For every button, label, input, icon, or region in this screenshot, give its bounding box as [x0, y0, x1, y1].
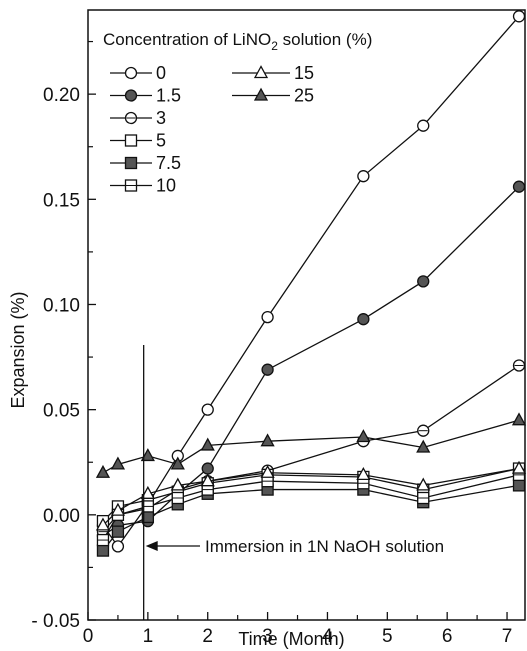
legend: Concentration of LiNO2 solution (%) 0 1.53… — [103, 30, 372, 196]
legend-item-5: 5 — [110, 131, 166, 151]
legend-title-subscript: 2 — [271, 39, 278, 53]
x-tick-label: 6 — [442, 626, 453, 647]
legend-title: Concentration of LiNO2 solution (%) — [103, 30, 372, 53]
series-line — [102, 186, 520, 537]
data-point — [200, 473, 215, 487]
series-layer — [95, 10, 527, 557]
y-tick-label: 0.05 — [43, 401, 80, 422]
y-tick-label: 0.00 — [43, 506, 80, 527]
data-point — [416, 477, 431, 491]
data-point — [140, 485, 155, 499]
legend-marker — [124, 89, 138, 102]
series-line — [102, 364, 520, 533]
legend-marker — [124, 66, 138, 80]
data-point — [512, 479, 526, 492]
data-point — [95, 517, 111, 531]
legend-item-0: 0 — [110, 63, 166, 83]
data-point — [512, 10, 526, 23]
data-point — [111, 540, 125, 553]
data-point — [111, 525, 125, 538]
data-point — [356, 429, 371, 443]
data-point — [511, 460, 527, 474]
data-point — [261, 310, 274, 324]
legend-marker — [124, 156, 138, 170]
x-axis-title: Time (Month) — [238, 629, 344, 649]
data-point — [200, 437, 215, 451]
x-tick-label: 5 — [382, 626, 393, 647]
data-point — [357, 313, 370, 326]
data-point — [201, 403, 214, 416]
legend-marker — [253, 87, 269, 101]
data-point — [170, 456, 185, 470]
legend-label: 5 — [156, 131, 166, 151]
data-point — [95, 464, 111, 478]
data-point — [511, 412, 527, 426]
annotation-text: Immersion in 1N NaOH solution — [205, 537, 444, 556]
legend-item-15: 15 — [232, 63, 314, 83]
y-tick-label: - 0.05 — [31, 611, 80, 632]
annotation-layer: Immersion in 1N NaOH solution — [143, 345, 444, 620]
data-point — [96, 544, 110, 557]
annotation-arrowhead — [145, 541, 158, 551]
series-line — [102, 419, 520, 474]
y-tick-label: 0.20 — [43, 85, 80, 106]
data-point — [416, 439, 431, 453]
series-line — [102, 474, 520, 541]
axes-layer: 0 1 2 3 4 5 6 7 - 0.05 0.00 0.05 0.10 0.15 0.20 Time (… — [8, 9, 526, 649]
y-tick-label: 0.10 — [43, 295, 80, 316]
data-point — [417, 275, 430, 288]
y-axis-title: Expansion (%) — [8, 291, 28, 408]
data-point — [357, 170, 370, 183]
legend-label: 3 — [156, 108, 166, 128]
x-tick-label: 2 — [202, 626, 213, 647]
data-point — [110, 456, 126, 470]
legend-item-3: 3 — [110, 108, 166, 128]
legend-item-10: 10 — [110, 176, 176, 196]
legend-item-1.5: 1.5 — [110, 86, 181, 106]
data-point — [356, 467, 371, 481]
legend-item-7.5: 7.5 — [110, 153, 181, 173]
legend-label: 25 — [294, 86, 314, 106]
legend-label: 7.5 — [156, 153, 181, 173]
data-point — [140, 448, 155, 462]
data-point — [260, 464, 275, 478]
legend-marker — [124, 134, 138, 147]
series-15 — [95, 460, 527, 531]
legend-label: 15 — [294, 63, 314, 83]
x-tick-label: 7 — [502, 626, 513, 647]
data-point — [170, 477, 185, 491]
legend-label: 0 — [156, 63, 166, 83]
plot-frame — [87, 9, 526, 621]
series-5 — [96, 462, 526, 528]
legend-title-suffix: solution (%) — [278, 30, 372, 49]
data-point — [201, 462, 214, 475]
legend-label: 1.5 — [156, 86, 181, 106]
series-25 — [95, 412, 527, 478]
legend-title-prefix: Concentration of LiNO — [103, 30, 271, 49]
x-tick-label: 1 — [143, 626, 154, 647]
legend-item-25: 25 — [232, 86, 314, 106]
x-tick-label: 4 — [322, 626, 333, 647]
legend-marker — [253, 65, 269, 79]
legend-label: 10 — [156, 176, 176, 196]
data-point — [261, 363, 274, 376]
y-tick-label: 0.15 — [43, 190, 80, 211]
x-tick-label: 3 — [262, 626, 273, 647]
data-point — [110, 502, 126, 516]
x-tick-label: 0 — [83, 626, 94, 647]
data-point — [417, 119, 430, 132]
data-point — [260, 433, 275, 447]
series-1.5 — [96, 180, 526, 543]
data-point — [512, 180, 526, 193]
